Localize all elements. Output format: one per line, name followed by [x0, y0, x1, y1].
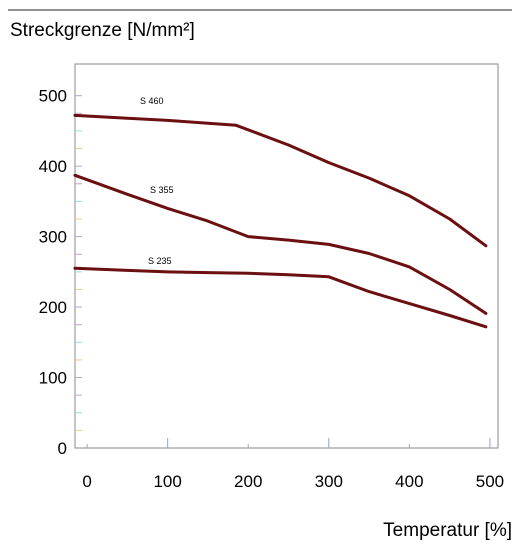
- series-lines: [73, 113, 488, 329]
- series-labels: S 460 S 355 S 235: [140, 96, 174, 266]
- tick-labels: 0 100 200 300 400 500 0 100 200 300 400 500: [39, 87, 505, 491]
- series-label: S 355: [150, 185, 174, 195]
- x-tick-label: 0: [82, 472, 91, 491]
- y-tick-label: 200: [39, 298, 67, 317]
- series-line-s-355: [73, 173, 488, 315]
- series-label: S 235: [148, 256, 172, 266]
- x-tick-label: 500: [476, 472, 504, 491]
- y-tick-label: 0: [58, 439, 67, 458]
- series-label: S 460: [140, 96, 164, 106]
- x-tick-label: 400: [395, 472, 423, 491]
- x-axis-label: Temperatur [%]: [383, 520, 512, 541]
- series-line-s-460: [73, 113, 488, 248]
- y-tick-label: 500: [39, 87, 67, 106]
- series-line-s-235: [73, 266, 488, 329]
- plot-frame: [74, 63, 499, 449]
- x-tick-label: 200: [234, 472, 262, 491]
- x-tick-label: 300: [315, 472, 343, 491]
- x-tick-label: 100: [153, 472, 181, 491]
- y-tick-label: 400: [39, 157, 67, 176]
- y-tick-label: 100: [39, 369, 67, 388]
- y-axis-label: Streckgrenze [N/mm²]: [10, 20, 195, 41]
- axis-decorations: [75, 95, 491, 448]
- y-tick-label: 300: [39, 228, 67, 247]
